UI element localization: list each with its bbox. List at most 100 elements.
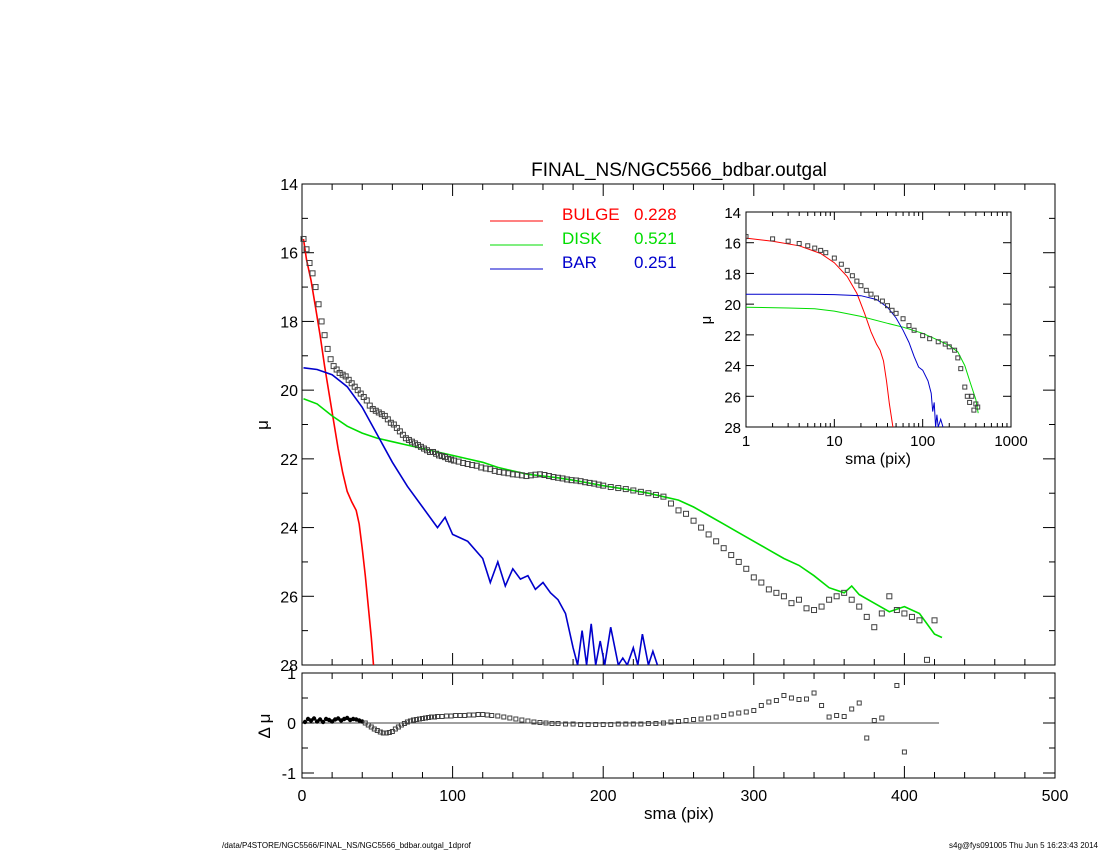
inset-observed-point	[818, 247, 824, 253]
residual-point	[543, 720, 549, 726]
inset-y-axis-label: μ	[698, 316, 715, 325]
main-y-tick-label: 22	[280, 452, 298, 469]
residual-point	[513, 716, 519, 722]
observed-profile-point	[893, 607, 900, 614]
inset-observed-point	[946, 344, 952, 350]
residual-point	[623, 721, 629, 727]
observed-profile-point	[856, 603, 863, 610]
residual-point	[413, 717, 419, 722]
inset-observed-point	[873, 295, 879, 301]
inset-background	[746, 212, 1011, 427]
observed-profile-point	[369, 406, 376, 413]
main-y-tick-label: 28	[280, 658, 298, 675]
x-axis-title: sma (pix)	[644, 804, 714, 823]
observed-profile-point	[354, 387, 361, 394]
observed-profile-point	[908, 613, 915, 620]
observed-profile-point	[818, 603, 825, 610]
observed-profile-point	[660, 493, 667, 500]
residual-point	[302, 719, 308, 725]
observed-profile-point	[348, 380, 355, 387]
residual-point	[495, 713, 501, 719]
observed-profile-point	[848, 596, 855, 603]
inset-observed-point	[967, 399, 973, 405]
observed-profile-point	[384, 416, 391, 423]
observed-profile-point	[402, 435, 409, 442]
residual-point	[475, 712, 481, 717]
main-series-group	[300, 235, 943, 665]
inset-observed-point	[920, 333, 926, 339]
inset-series-line-0	[746, 237, 894, 427]
residual-point	[796, 697, 802, 702]
residual-point	[444, 713, 450, 719]
inset-observed-point	[971, 407, 977, 413]
inset-observed-point	[879, 298, 885, 304]
inset-observed-point	[964, 393, 970, 399]
observed-profile-point	[378, 411, 385, 418]
residual-point	[811, 690, 817, 696]
residual-point	[691, 717, 697, 722]
observed-profile-point	[795, 596, 802, 603]
inset-observed-point	[823, 250, 829, 256]
residual-point	[466, 712, 472, 718]
inset-observed-point	[958, 366, 964, 372]
inset-x-tick-label: 1000	[994, 433, 1027, 450]
residual-point	[525, 718, 531, 724]
residual-point	[781, 693, 787, 698]
inset-observed-point	[746, 234, 749, 240]
observed-profile-point	[705, 531, 712, 538]
observed-profile-point	[728, 552, 735, 559]
observed-profile-point	[342, 373, 349, 380]
observed-profile-point	[345, 376, 352, 383]
inset-observed-point	[893, 310, 899, 316]
residual-point	[320, 719, 326, 725]
observed-profile-point	[423, 447, 430, 454]
observed-profile-point	[630, 487, 637, 494]
observed-profile-point	[439, 453, 446, 460]
residual-point	[788, 695, 794, 701]
inset-y-tick-label: 18	[724, 266, 741, 283]
inset-series-group	[746, 234, 981, 427]
main-plot-panel: 14 16 18 20 22 24 26 28 μ	[253, 177, 1056, 675]
legend-label-bulge: BULGE	[562, 205, 620, 224]
residual-point	[676, 719, 681, 724]
observed-profile-point	[690, 517, 697, 524]
main-y-tick-label: 18	[280, 314, 298, 331]
observed-profile-point	[735, 558, 742, 565]
inset-observed-point	[935, 339, 941, 345]
residual-point	[377, 729, 383, 735]
observed-profile-point	[645, 490, 652, 497]
footer-path: /data/P4STORE/NGC5566/FINAL_NS/NGC5566_b…	[222, 841, 472, 850]
inset-observed-point	[849, 273, 855, 279]
residual-point	[766, 699, 772, 705]
inset-observed-point	[975, 404, 981, 410]
observed-profile-point	[931, 617, 938, 624]
legend-value-bulge: 0.228	[634, 205, 677, 224]
observed-profile-point	[750, 574, 757, 581]
footer-stamp: s4g@fys091005 Thu Jun 5 16:23:43 2014	[949, 841, 1099, 850]
residual-point	[736, 710, 742, 716]
residual-point	[856, 700, 862, 706]
residual-point	[435, 714, 441, 719]
observed-profile-point	[871, 624, 878, 631]
observed-profile-point	[765, 586, 772, 593]
inset-observed-point	[885, 303, 891, 309]
residual-point	[600, 722, 606, 727]
inset-x-tick-label: 1	[742, 433, 750, 450]
x-tick-label: 100	[439, 788, 466, 805]
observed-profile-point	[339, 371, 346, 378]
residual-point	[563, 721, 569, 727]
residual-point	[804, 696, 810, 702]
residual-point	[426, 715, 432, 720]
x-tick-label: 300	[740, 788, 767, 805]
observed-profile-point	[683, 510, 690, 517]
inset-y-tick-label: 26	[724, 389, 741, 406]
residual-point	[383, 730, 389, 736]
inset-observed-point	[863, 287, 869, 293]
observed-profile-point	[357, 390, 364, 397]
observed-profile-point	[436, 452, 443, 459]
main-y-tick-label: 14	[280, 177, 298, 194]
observed-profile-point	[396, 428, 403, 435]
observed-profile-point	[803, 605, 810, 612]
residual-point	[721, 713, 727, 718]
